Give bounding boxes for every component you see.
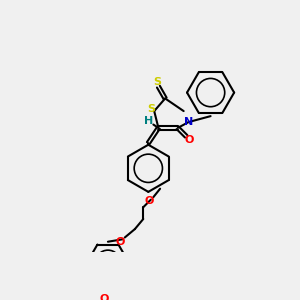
Text: O: O — [145, 196, 154, 206]
Text: H: H — [144, 116, 153, 126]
Text: S: S — [148, 104, 156, 114]
Text: O: O — [185, 135, 194, 145]
Text: S: S — [154, 77, 162, 88]
Text: O: O — [99, 294, 108, 300]
Text: O: O — [116, 237, 125, 247]
Text: N: N — [184, 117, 193, 127]
